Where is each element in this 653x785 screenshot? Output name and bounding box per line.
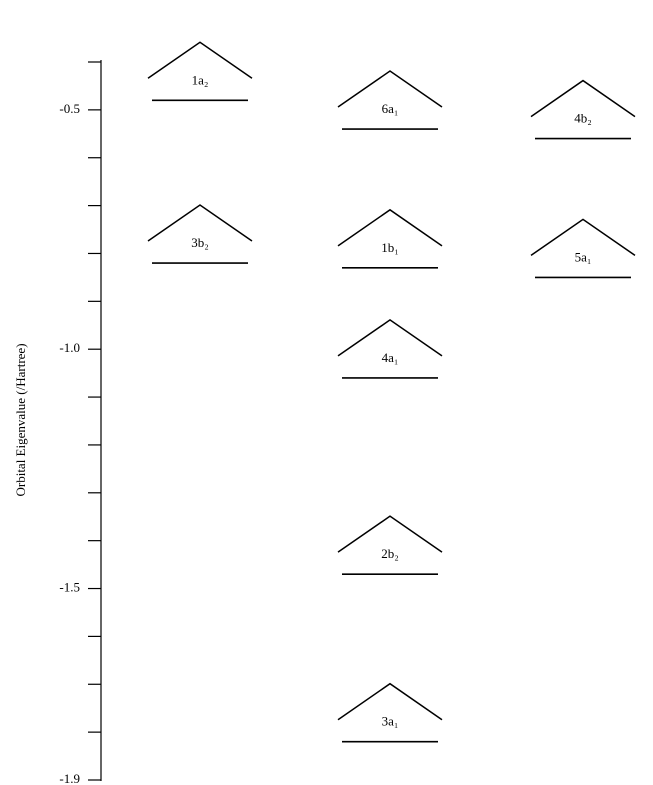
y-axis-label: Orbital Eigenvalue (/Hartree)	[13, 343, 28, 496]
orbital-label: 1b₁	[381, 240, 399, 255]
y-tick-label: -1.9	[59, 771, 80, 785]
orbital-label: 4a₁	[382, 350, 399, 365]
orbital-label: 3b₂	[191, 235, 209, 250]
orbital-label: 6a₁	[382, 101, 399, 116]
orbital-label: 2b₂	[381, 546, 399, 561]
orbital-label: 1a₂	[192, 72, 209, 87]
orbital-label: 3a₁	[382, 714, 399, 729]
y-tick-label: -1.5	[59, 580, 80, 595]
orbital-label: 4b₂	[574, 111, 592, 126]
y-tick-label: -1.0	[59, 340, 80, 355]
y-tick-label: -0.5	[59, 101, 80, 116]
orbital-label: 5a₁	[575, 249, 592, 264]
orbital-diagram: Orbital Eigenvalue (/Hartree) -0.5 -1.0 -1…	[0, 0, 653, 785]
